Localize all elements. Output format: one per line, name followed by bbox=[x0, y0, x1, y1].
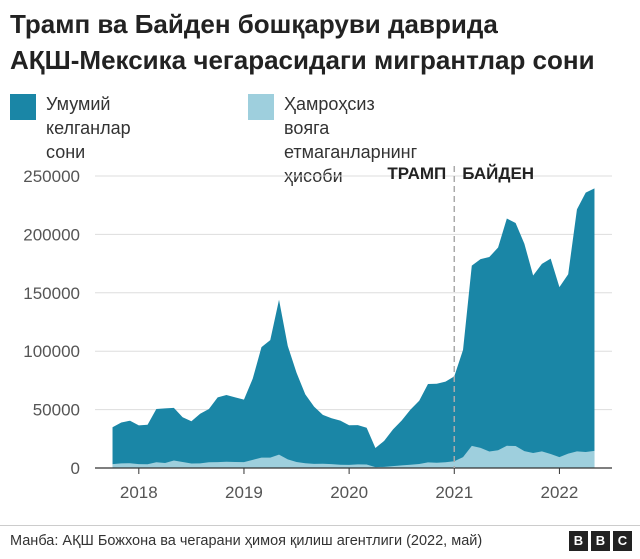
annotation-trump: ТРАМП bbox=[387, 164, 446, 183]
bbc-logo-letter-3: C bbox=[613, 531, 632, 551]
legend-label-total: Умумий келганлар сони bbox=[46, 92, 131, 164]
x-tick-label: 2022 bbox=[541, 483, 579, 502]
y-tick-label: 200000 bbox=[23, 225, 80, 244]
legend-label-minors-line1: Ҳамроҳсиз вояга етмаганларнинг bbox=[284, 94, 418, 162]
bbc-logo-letter-1: B bbox=[569, 531, 588, 551]
legend-label-total-line1: Умумий келганлар bbox=[46, 94, 131, 138]
y-tick-label: 50000 bbox=[33, 401, 80, 420]
y-tick-label: 150000 bbox=[23, 284, 80, 303]
area-chart: 0 50000 100000 150000 200000 250000 2018 2019 20… bbox=[23, 164, 612, 502]
x-tick-label: 2018 bbox=[120, 483, 158, 502]
series-area-minors bbox=[112, 445, 595, 468]
chart-title-line2: АҚШ-Мексика чегарасидаги мигрантлар сони bbox=[10, 45, 595, 75]
legend: Умумий келганлар сони Ҳамроҳсиз вояга ет… bbox=[10, 92, 635, 186]
chart-title-line1: Трамп ва Байден бошқаруви даврида bbox=[10, 9, 498, 39]
y-tick-label: 250000 bbox=[23, 167, 80, 186]
footer-divider bbox=[0, 525, 640, 526]
legend-swatch-minors bbox=[248, 94, 274, 120]
legend-swatch-total bbox=[10, 94, 36, 120]
x-tick-label: 2019 bbox=[225, 483, 263, 502]
chart-title: Трамп ва Байден бошқаруви даврида АҚШ-Ме… bbox=[10, 6, 635, 78]
source-note: Манба: АҚШ Божхона ва чегарани ҳимоя қил… bbox=[10, 533, 483, 549]
legend-label-total-line2: сони bbox=[46, 142, 86, 162]
annotation-biden: БАЙДЕН bbox=[462, 164, 534, 183]
x-tick-label: 2021 bbox=[435, 483, 473, 502]
series-area-total bbox=[112, 188, 595, 468]
bbc-logo-letter-2: B bbox=[591, 531, 610, 551]
legend-label-minors: Ҳамроҳсиз вояга етмаганларнинг ҳисоби bbox=[284, 92, 417, 188]
x-tick-label: 2020 bbox=[330, 483, 368, 502]
y-tick-label: 0 bbox=[71, 459, 80, 478]
y-tick-label: 100000 bbox=[23, 342, 80, 361]
